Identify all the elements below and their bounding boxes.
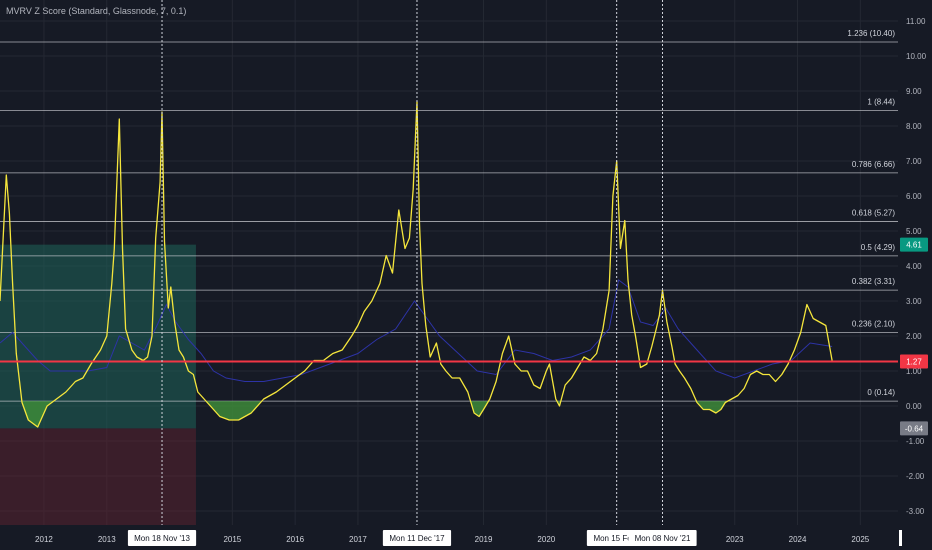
x-tick-label: 2015 bbox=[223, 535, 241, 544]
y-tick-label: 8.00 bbox=[906, 122, 922, 131]
y-tick-label: 4.00 bbox=[906, 262, 922, 271]
fib-label: 0.382 (3.31) bbox=[852, 277, 895, 286]
fib-label: 0 (0.14) bbox=[867, 388, 895, 397]
crosshair-date-box bbox=[628, 530, 697, 546]
price-badge-label: -0.64 bbox=[905, 424, 924, 433]
red-zone bbox=[0, 428, 196, 525]
price-badge bbox=[900, 237, 928, 252]
x-tick-label: 2012 bbox=[35, 535, 53, 544]
fib-label: 0.786 (6.66) bbox=[852, 160, 895, 169]
x-tick-label: 2020 bbox=[537, 535, 555, 544]
x-tick-label: 2023 bbox=[726, 535, 744, 544]
crosshair-markers bbox=[161, 0, 664, 525]
reference-line bbox=[0, 279, 833, 382]
fib-levels: 1.236 (10.40) 1 (8.44) 0.786 (6.66) 0.618 (… bbox=[0, 29, 898, 402]
y-tick-label: -3.00 bbox=[906, 507, 925, 516]
y-tick-label: 11.00 bbox=[906, 17, 926, 26]
indicator-title: MVRV Z Score (Standard, Glassnode, 7, 0.… bbox=[6, 6, 187, 16]
y-tick-label: 5.00 bbox=[906, 227, 922, 236]
y-tick-label: 0.00 bbox=[906, 402, 922, 411]
zones bbox=[0, 244, 196, 525]
y-tick-label: 9.00 bbox=[906, 87, 922, 96]
y-tick-label: 7.00 bbox=[906, 157, 922, 166]
x-tick-label: 2025 bbox=[851, 535, 869, 544]
series bbox=[0, 100, 833, 428]
undervalued-fill bbox=[470, 401, 489, 417]
price-badges: 4.61 1.27 -0.64 bbox=[900, 237, 928, 436]
y-tick-label: -1.00 bbox=[906, 437, 925, 446]
crosshair-date-box bbox=[382, 530, 452, 546]
fib-label: 0.5 (4.29) bbox=[861, 243, 896, 252]
axis-cursor-mark bbox=[899, 530, 902, 546]
y-tick-label: 2.00 bbox=[906, 332, 922, 341]
fib-label: 1 (8.44) bbox=[867, 98, 895, 107]
y-tick-label: 10.00 bbox=[906, 52, 927, 61]
y-tick-label: -2.00 bbox=[906, 472, 925, 481]
x-axis: 2012 2013 2015 2016 2017 2019 2020 2023 2024 2025… bbox=[35, 530, 902, 546]
fib-label: 0.618 (5.27) bbox=[852, 209, 895, 218]
green-zone bbox=[0, 244, 196, 429]
crosshair-date-label: Mon 11 Dec '17 bbox=[389, 534, 445, 543]
fib-label: 1.236 (10.40) bbox=[847, 29, 895, 38]
price-badge-label: 1.27 bbox=[906, 358, 922, 367]
x-tick-label: 2017 bbox=[349, 535, 367, 544]
crosshair-date-label: Mon 08 Nov '21 bbox=[635, 534, 691, 543]
price-badge bbox=[900, 421, 928, 436]
crosshair-date-label: Mon 15 Feb ' bbox=[593, 534, 640, 543]
price-badge bbox=[900, 354, 928, 369]
x-tick-label: 2024 bbox=[789, 535, 807, 544]
y-tick-label: 1.00 bbox=[906, 367, 922, 376]
y-axis: 11.00 10.00 9.00 8.00 7.00 6.00 5.00 4.00 3.00 2.… bbox=[906, 17, 927, 516]
fib-label: 0.236 (2.10) bbox=[852, 320, 895, 329]
y-tick-label: 3.00 bbox=[906, 297, 922, 306]
crosshair-date-label: Mon 18 Nov '13 bbox=[134, 534, 190, 543]
y-tick-label: 6.00 bbox=[906, 192, 922, 201]
crosshair-date-box bbox=[127, 530, 197, 546]
x-tick-label: 2013 bbox=[98, 535, 116, 544]
x-tick-label: 2019 bbox=[475, 535, 493, 544]
undervalued-fill bbox=[206, 401, 262, 420]
z-score-line bbox=[0, 100, 833, 428]
price-badge-label: 4.61 bbox=[906, 241, 922, 250]
x-tick-label: 2016 bbox=[286, 535, 304, 544]
